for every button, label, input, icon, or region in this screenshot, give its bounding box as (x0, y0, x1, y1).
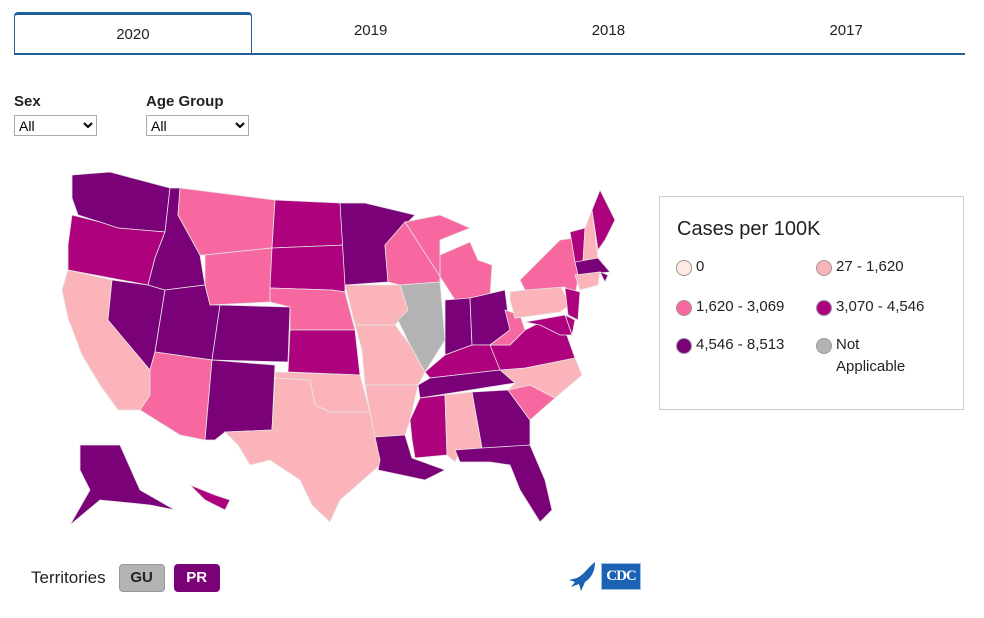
state-wy[interactable] (204, 247, 273, 306)
tab-2018[interactable]: 2018 (591, 22, 626, 39)
legend-label: 0 (696, 258, 705, 275)
state-ms[interactable] (409, 394, 448, 459)
legend-label: 27 - 1,620 (836, 258, 904, 275)
legend-swatch (816, 338, 832, 354)
hhs-eagle-icon (569, 562, 595, 591)
legend-swatch (676, 260, 692, 276)
state-me[interactable] (591, 189, 616, 252)
legend-item-b2: 1,620 - 3,069 (676, 298, 785, 318)
legend-item-zero: 0 (676, 258, 705, 278)
tab-2017[interactable]: 2017 (829, 22, 863, 39)
territories: Territories GU PR (31, 564, 229, 592)
state-ks[interactable] (287, 329, 361, 376)
age-filter: Age Group All (146, 93, 249, 136)
legend-swatch (816, 260, 832, 276)
legend-swatch (816, 300, 832, 316)
sex-filter: Sex All (14, 93, 97, 136)
state-fl[interactable] (454, 444, 553, 523)
state-la[interactable] (374, 434, 447, 481)
territories-label: Territories (31, 568, 106, 587)
age-group-select[interactable]: All (146, 115, 249, 136)
tab-2019[interactable]: 2019 (353, 22, 388, 39)
state-il[interactable] (397, 281, 446, 373)
legend-label: 4,546 - 8,513 (696, 336, 785, 353)
sex-select[interactable]: All (14, 115, 97, 136)
tab-2020[interactable]: 2020 (14, 12, 252, 53)
legend-item-b1: 27 - 1,620 (816, 258, 904, 278)
state-pa[interactable] (509, 284, 571, 319)
state-nm[interactable] (204, 359, 276, 441)
legend-label: 1,620 - 3,069 (696, 298, 785, 315)
state-sd[interactable] (269, 244, 346, 293)
state-ma[interactable] (574, 257, 611, 276)
legend-label: 3,070 - 4,546 (836, 298, 925, 315)
legend-label: Not Applicable (836, 336, 906, 375)
state-md[interactable] (524, 314, 573, 336)
legend-item-b3: 3,070 - 4,546 (816, 298, 925, 318)
age-group-label: Age Group (146, 93, 224, 110)
state-mo[interactable] (354, 324, 426, 386)
state-ct[interactable] (574, 271, 601, 291)
state-hi[interactable] (189, 484, 231, 511)
state-co[interactable] (211, 304, 291, 363)
year-tabs: 2020 2019 2018 2017 (14, 12, 965, 55)
legend-item-na: Not Applicable (816, 336, 916, 378)
legend: Cases per 100K 0 27 - 1,620 1,620 - 3,069 3… (659, 196, 964, 410)
sex-label: Sex (14, 93, 41, 110)
legend-title: Cases per 100K (677, 218, 821, 240)
cdc-logo-text: CDC (601, 562, 641, 590)
state-tx[interactable] (224, 377, 381, 523)
legend-item-b4: 4,546 - 8,513 (676, 336, 785, 356)
state-ak[interactable] (69, 444, 176, 526)
state-ny[interactable] (519, 237, 581, 296)
state-ri[interactable] (599, 271, 609, 283)
state-nj[interactable] (564, 287, 581, 321)
cdc-logo: CDC (567, 560, 641, 592)
legend-swatch (676, 300, 692, 316)
state-nd[interactable] (271, 199, 346, 249)
territory-gu-button[interactable]: GU (118, 564, 165, 592)
territory-pr-button[interactable]: PR (173, 564, 220, 592)
legend-swatch (676, 338, 692, 354)
